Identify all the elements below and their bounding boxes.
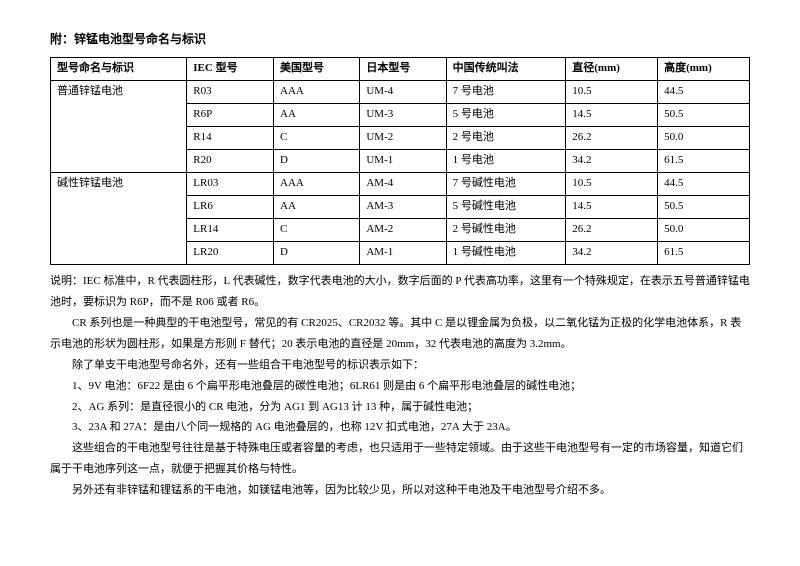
data-cell: 10.5 <box>566 173 658 196</box>
data-cell: AAA <box>274 173 360 196</box>
table-row: 碱性锌锰电池LR03AAAAM-47 号碱性电池10.544.5 <box>51 173 750 196</box>
data-cell: AA <box>274 104 360 127</box>
data-cell: C <box>274 219 360 242</box>
data-cell: 5 号电池 <box>446 104 566 127</box>
col-header: 美国型号 <box>274 58 360 81</box>
body-paragraph: CR 系列也是一种典型的干电池型号，常见的有 CR2025、CR2032 等。其… <box>50 313 750 355</box>
data-cell: UM-3 <box>360 104 446 127</box>
data-cell: R14 <box>187 127 274 150</box>
body-paragraph: 3、23A 和 27A：是由八个同一规格的 AG 电池叠层的，也称 12V 扣式… <box>50 417 750 438</box>
col-header: IEC 型号 <box>187 58 274 81</box>
data-cell: AM-4 <box>360 173 446 196</box>
body-paragraph: 除了单支干电池型号命名外，还有一些组合干电池型号的标识表示如下： <box>50 355 750 376</box>
data-cell: 2 号碱性电池 <box>446 219 566 242</box>
data-cell: AAA <box>274 81 360 104</box>
data-cell: R20 <box>187 150 274 173</box>
data-cell: 10.5 <box>566 81 658 104</box>
table-row: 普通锌锰电池R03AAAUM-47 号电池10.544.5 <box>51 81 750 104</box>
data-cell: R6P <box>187 104 274 127</box>
data-cell: 1 号电池 <box>446 150 566 173</box>
data-cell: 34.2 <box>566 242 658 265</box>
data-cell: 50.5 <box>658 104 750 127</box>
data-cell: AM-1 <box>360 242 446 265</box>
data-cell: C <box>274 127 360 150</box>
data-cell: UM-4 <box>360 81 446 104</box>
data-cell: 61.5 <box>658 150 750 173</box>
body-paragraph: 另外还有非锌锰和锂锰系的干电池，如镁锰电池等，因为比较少见，所以对这种干电池及干… <box>50 480 750 501</box>
data-cell: LR03 <box>187 173 274 196</box>
data-cell: D <box>274 150 360 173</box>
data-cell: 5 号碱性电池 <box>446 196 566 219</box>
data-cell: AA <box>274 196 360 219</box>
data-cell: 2 号电池 <box>446 127 566 150</box>
data-cell: 61.5 <box>658 242 750 265</box>
data-cell: AM-2 <box>360 219 446 242</box>
data-cell: R03 <box>187 81 274 104</box>
data-cell: 14.5 <box>566 196 658 219</box>
group-cell: 碱性锌锰电池 <box>51 173 187 265</box>
data-cell: LR6 <box>187 196 274 219</box>
document-title: 附：锌锰电池型号命名与标识 <box>50 30 750 49</box>
data-cell: 14.5 <box>566 104 658 127</box>
data-cell: 7 号碱性电池 <box>446 173 566 196</box>
data-cell: 1 号碱性电池 <box>446 242 566 265</box>
col-header: 型号命名与标识 <box>51 58 187 81</box>
col-header: 中国传统叫法 <box>446 58 566 81</box>
data-cell: UM-1 <box>360 150 446 173</box>
data-cell: 44.5 <box>658 173 750 196</box>
body-paragraph: 说明：IEC 标准中，R 代表圆柱形，L 代表碱性，数字代表电池的大小，数字后面… <box>50 271 750 313</box>
data-cell: LR14 <box>187 219 274 242</box>
data-cell: AM-3 <box>360 196 446 219</box>
body-paragraph: 1、9V 电池：6F22 是由 6 个扁平形电池叠层的碳性电池；6LR61 则是… <box>50 376 750 397</box>
data-cell: LR20 <box>187 242 274 265</box>
body-paragraph: 这些组合的干电池型号往往是基于特殊电压或者容量的考虑，也只适用于一些特定领域。由… <box>50 438 750 480</box>
data-cell: D <box>274 242 360 265</box>
data-cell: 34.2 <box>566 150 658 173</box>
table-header-row: 型号命名与标识 IEC 型号 美国型号 日本型号 中国传统叫法 直径(mm) 高… <box>51 58 750 81</box>
data-cell: 26.2 <box>566 127 658 150</box>
data-cell: 50.0 <box>658 219 750 242</box>
data-cell: 50.5 <box>658 196 750 219</box>
data-cell: 50.0 <box>658 127 750 150</box>
battery-table: 型号命名与标识 IEC 型号 美国型号 日本型号 中国传统叫法 直径(mm) 高… <box>50 57 750 265</box>
data-cell: 44.5 <box>658 81 750 104</box>
body-paragraph: 2、AG 系列：是直径很小的 CR 电池，分为 AG1 到 AG13 计 13 … <box>50 397 750 418</box>
group-cell: 普通锌锰电池 <box>51 81 187 173</box>
col-header: 高度(mm) <box>658 58 750 81</box>
col-header: 直径(mm) <box>566 58 658 81</box>
data-cell: 26.2 <box>566 219 658 242</box>
data-cell: UM-2 <box>360 127 446 150</box>
col-header: 日本型号 <box>360 58 446 81</box>
data-cell: 7 号电池 <box>446 81 566 104</box>
